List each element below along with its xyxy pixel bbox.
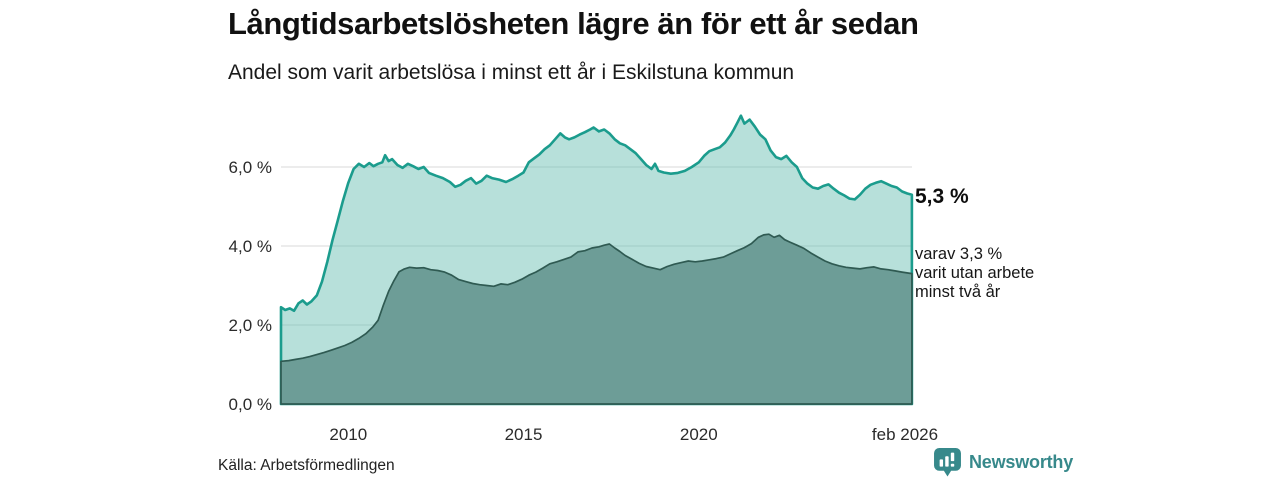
page-title: Långtidsarbetslösheten lägre än för ett … xyxy=(228,6,919,41)
newsworthy-logo-icon xyxy=(934,448,961,477)
y-axis-tick-label: 6,0 % xyxy=(229,158,272,177)
annotation-latest-value: 5,3 % xyxy=(915,185,969,208)
bar-chart-icon-bar xyxy=(950,452,955,462)
x-axis-tick-label: 2020 xyxy=(680,425,718,444)
y-axis-tick-label: 0,0 % xyxy=(229,395,272,414)
annotation-two-year-note: varav 3,3 % varit utan arbete minst två … xyxy=(915,245,1035,301)
newsworthy-logo: Newsworthy xyxy=(934,448,1073,477)
bar-chart-icon-bar xyxy=(939,459,944,467)
x-axis-tick-label: feb 2026 xyxy=(872,425,938,444)
area-at-least-two-years xyxy=(280,233,913,405)
y-axis-tick-label: 4,0 % xyxy=(229,237,272,256)
newsworthy-wordmark: Newsworthy xyxy=(969,452,1074,472)
y-axis-tick-label: 2,0 % xyxy=(229,316,272,335)
bar-chart-icon-bar xyxy=(945,456,949,467)
chart-subtitle: Andel som varit arbetslösa i minst ett å… xyxy=(228,61,795,84)
bar-chart-icon-dot xyxy=(950,463,955,467)
source-note: Källa: Arbetsförmedlingen xyxy=(218,457,395,474)
x-axis-tick-label: 2010 xyxy=(329,425,367,444)
x-axis-tick-label: 2015 xyxy=(505,425,543,444)
